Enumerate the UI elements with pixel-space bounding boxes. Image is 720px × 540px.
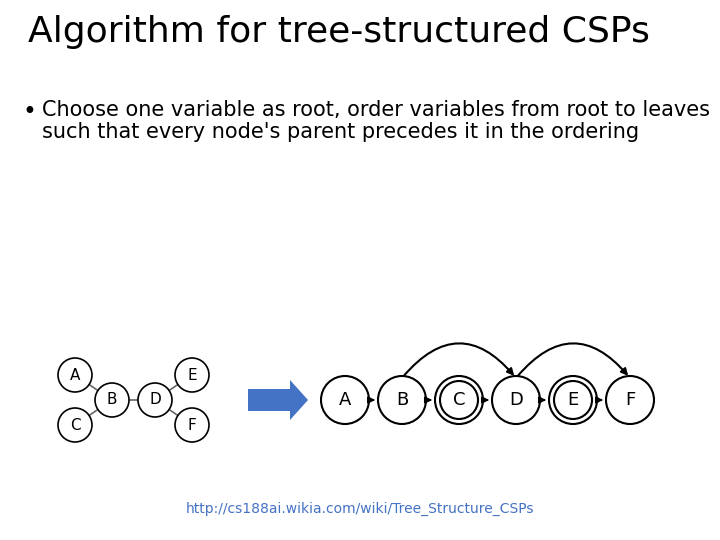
Circle shape [378,376,426,424]
Text: •: • [22,100,36,124]
Circle shape [549,376,597,424]
Circle shape [95,383,129,417]
Text: D: D [509,391,523,409]
Circle shape [606,376,654,424]
Text: B: B [396,391,408,409]
Circle shape [492,376,540,424]
Text: such that every node's parent precedes it in the ordering: such that every node's parent precedes i… [42,122,639,142]
Circle shape [321,376,369,424]
Circle shape [440,381,478,419]
FancyArrowPatch shape [404,343,513,376]
FancyArrowPatch shape [518,343,626,376]
Text: C: C [70,417,81,433]
Text: E: E [187,368,197,382]
Text: F: F [188,417,197,433]
Circle shape [58,408,92,442]
Text: A: A [339,391,351,409]
Text: http://cs188ai.wikia.com/wiki/Tree_Structure_CSPs: http://cs188ai.wikia.com/wiki/Tree_Struc… [186,502,534,516]
Text: B: B [107,393,117,408]
Text: A: A [70,368,80,382]
Text: F: F [625,391,635,409]
Circle shape [58,358,92,392]
Text: C: C [453,391,465,409]
Circle shape [554,381,592,419]
Text: D: D [149,393,161,408]
Circle shape [435,376,483,424]
Circle shape [138,383,172,417]
Polygon shape [248,380,308,420]
Circle shape [175,358,209,392]
Text: E: E [567,391,579,409]
Text: Choose one variable as root, order variables from root to leaves: Choose one variable as root, order varia… [42,100,710,120]
Circle shape [175,408,209,442]
Text: Algorithm for tree-structured CSPs: Algorithm for tree-structured CSPs [28,15,650,49]
